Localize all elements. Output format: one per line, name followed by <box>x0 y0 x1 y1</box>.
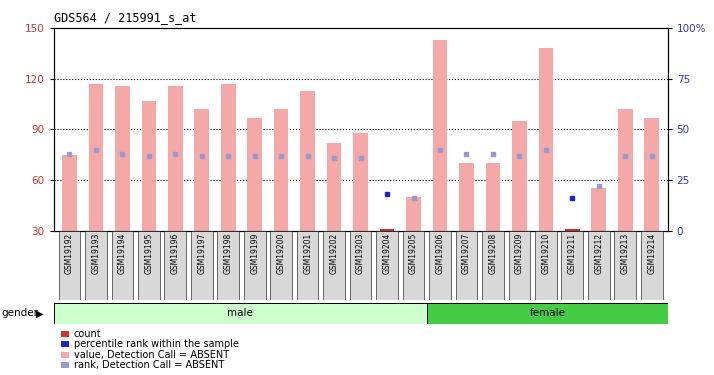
Bar <box>591 188 606 231</box>
Bar <box>248 118 262 231</box>
Bar <box>535 231 557 300</box>
Bar <box>427 303 668 324</box>
Text: GSM19192: GSM19192 <box>65 233 74 274</box>
Text: GSM19207: GSM19207 <box>462 233 471 274</box>
Bar <box>297 231 318 300</box>
Bar <box>565 229 580 231</box>
Bar <box>588 231 610 300</box>
Text: rank, Detection Call = ABSENT: rank, Detection Call = ABSENT <box>74 360 223 370</box>
Bar <box>327 143 341 231</box>
Bar <box>350 231 371 300</box>
Text: GSM19205: GSM19205 <box>409 233 418 274</box>
Bar <box>168 86 183 231</box>
Bar <box>111 231 134 300</box>
Bar <box>191 231 213 300</box>
Text: GSM19194: GSM19194 <box>118 233 127 274</box>
Bar <box>301 91 315 231</box>
Bar <box>244 231 266 300</box>
Bar <box>486 163 501 231</box>
Bar <box>618 109 633 231</box>
Bar <box>164 231 186 300</box>
Bar <box>508 231 531 300</box>
Bar <box>614 231 636 300</box>
Bar <box>459 163 473 231</box>
Text: gender: gender <box>1 309 39 318</box>
Text: GSM19210: GSM19210 <box>541 233 550 274</box>
Bar <box>274 109 288 231</box>
Bar <box>138 231 160 300</box>
Text: percentile rank within the sample: percentile rank within the sample <box>74 339 238 349</box>
Bar <box>59 231 80 300</box>
Text: male: male <box>228 309 253 318</box>
Bar <box>512 121 527 231</box>
Bar <box>353 133 368 231</box>
Text: value, Detection Call = ABSENT: value, Detection Call = ABSENT <box>74 350 228 360</box>
Bar <box>271 231 292 300</box>
Text: GSM19208: GSM19208 <box>488 233 498 274</box>
Text: GSM19214: GSM19214 <box>647 233 656 274</box>
Bar <box>141 101 156 231</box>
Bar <box>645 118 659 231</box>
Text: GSM19202: GSM19202 <box>330 233 338 274</box>
Text: GSM19195: GSM19195 <box>144 233 154 274</box>
Text: GSM19198: GSM19198 <box>223 233 233 274</box>
Bar <box>406 197 421 231</box>
Bar <box>376 231 398 300</box>
Bar <box>403 231 424 300</box>
Text: ▶: ▶ <box>36 309 44 318</box>
Bar <box>194 109 209 231</box>
Bar <box>89 84 104 231</box>
Text: GSM19193: GSM19193 <box>91 233 101 274</box>
Bar <box>538 48 553 231</box>
Bar <box>641 231 663 300</box>
Bar <box>561 231 583 300</box>
Text: GSM19201: GSM19201 <box>303 233 312 274</box>
Bar <box>221 84 236 231</box>
Text: female: female <box>530 309 565 318</box>
Bar <box>217 231 239 300</box>
Text: GSM19196: GSM19196 <box>171 233 180 274</box>
Bar <box>433 40 447 231</box>
Text: GSM19199: GSM19199 <box>250 233 259 274</box>
Text: GSM19212: GSM19212 <box>594 233 603 274</box>
Text: GSM19200: GSM19200 <box>276 233 286 274</box>
Text: GDS564 / 215991_s_at: GDS564 / 215991_s_at <box>54 11 196 24</box>
Text: GSM19206: GSM19206 <box>436 233 445 274</box>
Text: GSM19211: GSM19211 <box>568 233 577 274</box>
Bar <box>115 86 130 231</box>
Text: count: count <box>74 329 101 339</box>
Bar <box>54 303 427 324</box>
Bar <box>456 231 477 300</box>
Bar <box>482 231 504 300</box>
Bar <box>85 231 107 300</box>
Text: GSM19197: GSM19197 <box>197 233 206 274</box>
Bar <box>323 231 345 300</box>
Text: GSM19203: GSM19203 <box>356 233 365 274</box>
Bar <box>380 229 394 231</box>
Text: GSM19209: GSM19209 <box>515 233 524 274</box>
Bar <box>429 231 451 300</box>
Text: GSM19213: GSM19213 <box>620 233 630 274</box>
Bar <box>62 154 76 231</box>
Text: GSM19204: GSM19204 <box>383 233 391 274</box>
